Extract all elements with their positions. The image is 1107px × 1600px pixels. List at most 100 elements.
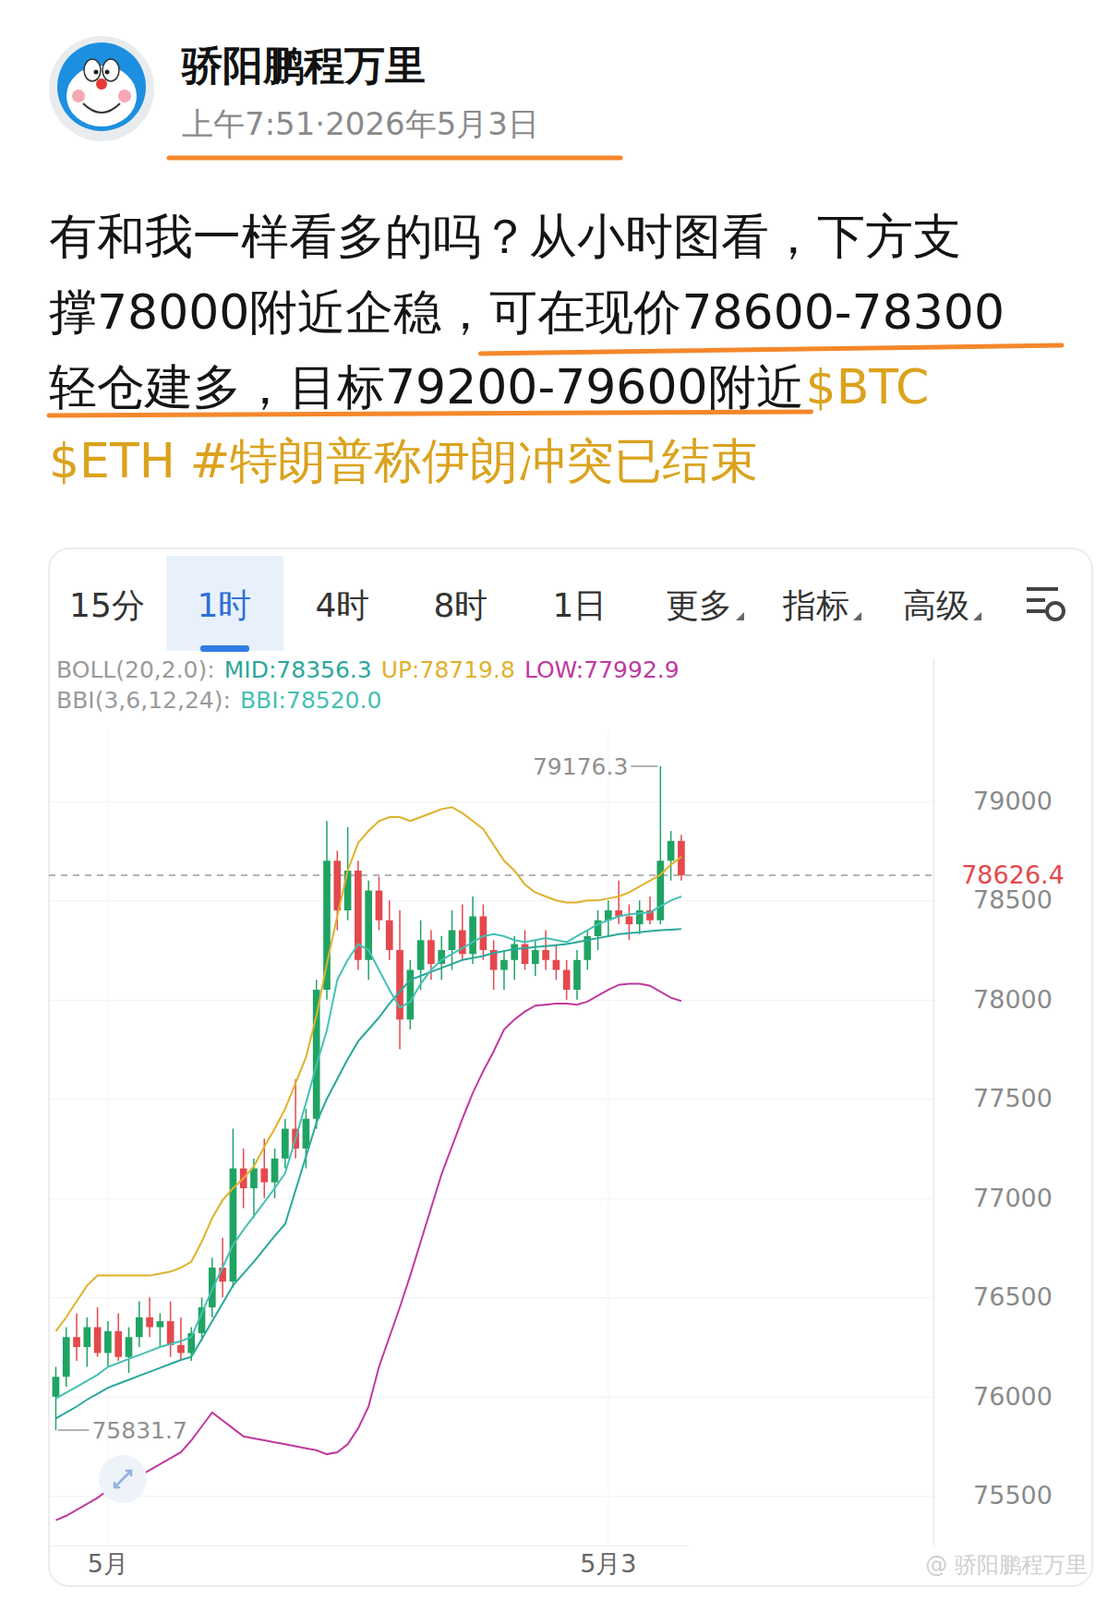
avatar-mouth — [83, 103, 121, 113]
grid-line — [48, 801, 934, 803]
legend-title: BOLL(20,2.0): — [56, 656, 216, 684]
y-tick-label: 75500 — [973, 1480, 1053, 1510]
icon-bar — [1026, 598, 1046, 602]
candle-body — [52, 1376, 61, 1396]
candle-body — [83, 1327, 91, 1348]
settings-icon[interactable] — [1026, 587, 1064, 620]
candle-body — [302, 1119, 311, 1149]
y-axis: 75500 76000 76500 77000 77500 78000 78500 79000 — [48, 659, 1053, 1547]
avatar-cheek — [72, 89, 85, 103]
avatar-face — [66, 65, 137, 127]
y-tick: 79000 — [48, 786, 1053, 816]
candle-body — [573, 960, 581, 990]
last-price-line — [48, 874, 934, 877]
y-tick-label: 76500 — [973, 1282, 1053, 1312]
x-tick-label: 5月 — [87, 1549, 129, 1578]
candle-body — [406, 970, 414, 1021]
candle-body — [656, 860, 664, 920]
grid-line — [48, 1198, 934, 1200]
candle-body — [145, 1317, 154, 1328]
candle-body — [62, 1336, 71, 1377]
grid-line — [48, 999, 934, 1001]
dropdown-triangle — [973, 612, 982, 621]
dropdown-triangle — [853, 612, 862, 621]
annotation-leader — [57, 1429, 89, 1432]
candle-body — [72, 1336, 81, 1348]
candle-wick — [503, 950, 506, 990]
dropdown-triangle — [735, 612, 745, 621]
x-tick-label: 5月3 — [579, 1549, 637, 1578]
annotation-leader — [630, 765, 658, 768]
y-tick-label: 78500 — [973, 885, 1053, 915]
avatar-pupil — [105, 70, 110, 75]
candle-body — [375, 890, 384, 921]
candle-body — [281, 1129, 289, 1159]
avatar-eye — [102, 59, 120, 82]
author-name: 骄阳鹏程万里 — [180, 41, 426, 89]
tab[interactable]: 更多 — [665, 586, 733, 625]
y-tick: 76500 — [48, 1282, 1053, 1312]
legend-title: BBI(3,6,12,24): — [56, 686, 231, 714]
post-text: 轻仓建多，目标79200-79600附近 — [48, 359, 805, 415]
avatar-pupil — [94, 70, 99, 75]
grid-line — [48, 1396, 934, 1398]
highlight-underline — [480, 345, 1062, 354]
hashtag[interactable]: $BTC — [806, 359, 930, 415]
annotation-label: 75831.7 — [91, 1417, 187, 1444]
x-tick: 5月3 — [579, 729, 637, 1578]
y-tick: 77000 — [48, 1183, 1053, 1213]
avatar-eye — [84, 59, 101, 82]
candle-body — [541, 950, 550, 961]
candle-body — [156, 1321, 165, 1327]
avatar-head — [57, 42, 146, 132]
avatar-cheek — [118, 89, 132, 103]
candle-body — [563, 970, 571, 990]
background — [0, 0, 1107, 1600]
hashtag[interactable]: #特朗普称伊朗冲突已结束 — [190, 433, 759, 489]
tab[interactable]: 指标 — [782, 586, 850, 625]
indicator-line — [55, 806, 681, 1332]
candle-body — [260, 1168, 268, 1183]
candle-body — [167, 1321, 175, 1346]
candle-body — [271, 1158, 279, 1183]
candle-body — [135, 1317, 144, 1337]
highlight-underline — [48, 411, 812, 416]
candle-body — [510, 944, 518, 961]
grid-line — [48, 1297, 934, 1299]
icon-gear — [1046, 602, 1064, 620]
y-tick-label: 77500 — [973, 1083, 1053, 1113]
candle-body — [469, 915, 477, 954]
tab[interactable]: 高级 — [902, 586, 970, 625]
tab-indicator — [200, 645, 250, 652]
candle-body — [667, 841, 675, 861]
candle-body — [250, 1168, 258, 1189]
tab[interactable]: 15分 — [69, 586, 145, 625]
candle-body — [396, 950, 404, 1020]
post-time: 上午7:51·2026年5月3日 — [181, 105, 540, 143]
tab[interactable]: 1时 — [197, 586, 253, 625]
expand-icon[interactable] — [98, 1455, 147, 1504]
candle-body — [427, 939, 435, 964]
candle-body — [531, 950, 540, 964]
chart-card — [48, 548, 1093, 1587]
tab[interactable]: 1日 — [553, 586, 608, 625]
tab[interactable]: 8时 — [433, 586, 489, 625]
post-text: 撑78000附近企稳，可在现价78600-78300 — [48, 284, 1005, 340]
avatar-nose — [96, 78, 108, 90]
grid-line — [607, 729, 609, 1546]
hashtag[interactable]: $ETH — [48, 433, 176, 489]
candle-body — [553, 960, 561, 971]
legend-entry: BBI:78520.0 — [240, 686, 382, 714]
candle-wick — [617, 880, 620, 925]
y-tick: 78000 — [48, 985, 1053, 1014]
legend-entry: UP:78719.8 — [381, 656, 516, 684]
y-tick-label: 76000 — [973, 1382, 1053, 1411]
y-tick-label: 77000 — [973, 1183, 1053, 1213]
grid-line — [48, 900, 934, 902]
candle-body — [625, 915, 634, 925]
avatar — [48, 36, 155, 142]
legend-entry: LOW:77992.9 — [524, 656, 680, 684]
candle-body — [323, 860, 331, 990]
tab[interactable]: 4时 — [315, 586, 371, 625]
y-tick-label: 78000 — [973, 985, 1053, 1014]
